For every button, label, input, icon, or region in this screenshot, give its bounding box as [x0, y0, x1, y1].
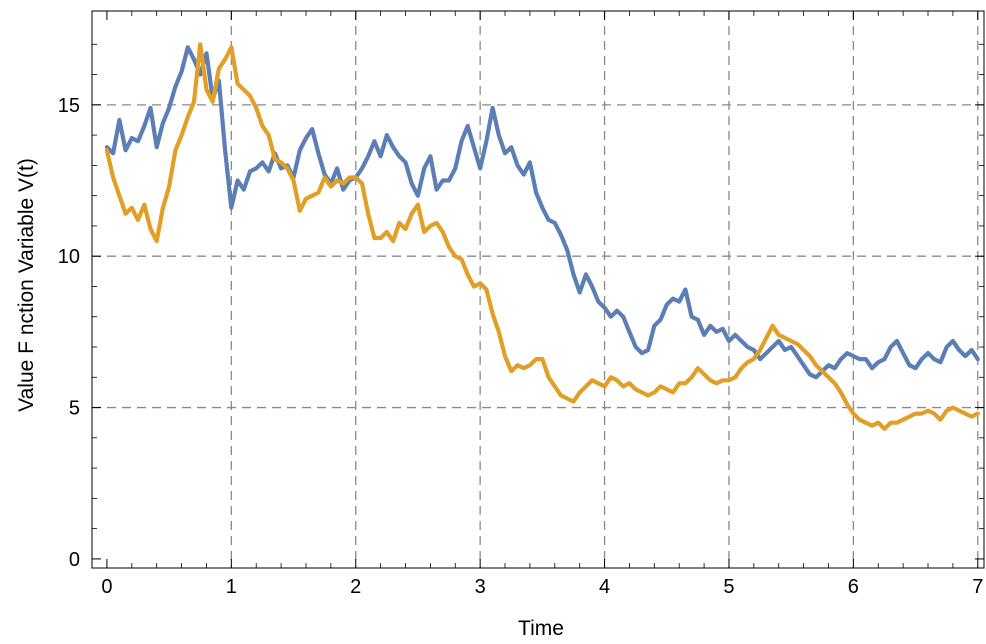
x-axis-label: Time [518, 617, 564, 640]
x-tick-label: 6 [848, 576, 859, 598]
x-tick-label: 2 [350, 576, 361, 598]
series-lines [104, 42, 980, 431]
y-tick-label: 10 [58, 246, 80, 268]
y-tick-label: 15 [58, 95, 80, 117]
x-tick-label: 0 [101, 576, 112, 598]
y-tick-label: 5 [69, 398, 80, 420]
x-tick-label: 4 [599, 576, 610, 598]
plot-frame [91, 10, 985, 569]
grid [92, 11, 984, 568]
y-tick-label: 0 [69, 549, 80, 571]
x-tick-label: 5 [723, 576, 734, 598]
series-line-2 [104, 42, 980, 431]
x-tick-label: 3 [475, 576, 486, 598]
series-line-1 [104, 45, 980, 380]
x-tick-label: 7 [972, 576, 983, 598]
x-tick-label: 1 [226, 576, 237, 598]
y-axis-label: Value F nction Variable V(t) [15, 158, 38, 412]
axis-ticks: 0 1 2 3 4 5 6 7 0 5 10 15 [58, 11, 984, 598]
